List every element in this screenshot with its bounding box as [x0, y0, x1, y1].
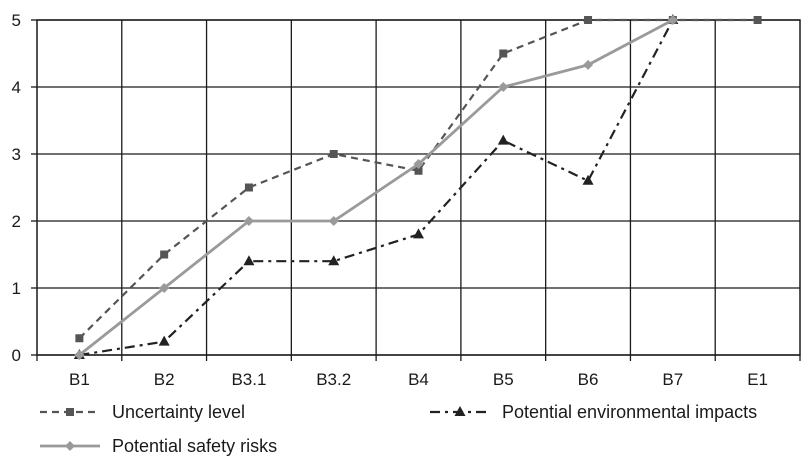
series-line	[78, 18, 674, 357]
data-point	[328, 216, 339, 226]
data-point	[413, 228, 424, 239]
legend-marker	[66, 408, 74, 416]
data-point	[584, 16, 593, 24]
legend-marker	[65, 441, 75, 451]
legend-item: Potential environmental impacts	[430, 402, 757, 422]
legend-label: Uncertainty level	[112, 402, 245, 422]
x-tick-label: B4	[408, 370, 429, 389]
data-point	[414, 166, 423, 175]
data-point	[667, 15, 678, 25]
y-tick-label: 1	[12, 279, 21, 298]
data-point	[413, 159, 424, 170]
x-tick-label: E1	[747, 370, 768, 389]
data-point	[583, 59, 594, 70]
series-uncertainty-level	[75, 16, 762, 343]
data-point	[158, 335, 170, 346]
data-point	[499, 49, 508, 58]
y-tick-label: 0	[12, 346, 21, 365]
data-point	[328, 255, 340, 266]
chart-legend: Uncertainty level Potential environmental…	[40, 402, 757, 456]
chart-series	[73, 14, 762, 360]
x-tick-label: B3.1	[231, 370, 266, 389]
series-potential-safety-risks	[74, 15, 678, 360]
data-point	[498, 82, 509, 92]
x-tick-label: B5	[493, 370, 514, 389]
data-point	[159, 283, 170, 293]
data-point	[582, 174, 594, 185]
y-tick-label: 4	[12, 78, 21, 97]
x-tick-label: B2	[154, 370, 175, 389]
x-tick-label: B7	[662, 370, 683, 389]
y-axis-ticks: 0 1 2 3 4 5	[12, 11, 21, 365]
x-tick-label: B3.2	[316, 370, 351, 389]
data-point	[160, 250, 169, 259]
y-tick-label: 2	[12, 212, 21, 231]
data-point	[243, 216, 254, 226]
legend-label: Potential environmental impacts	[502, 402, 757, 422]
legend-label: Potential safety risks	[112, 436, 277, 456]
x-tick-label: B1	[69, 370, 90, 389]
chart-grid	[31, 19, 801, 361]
data-point	[244, 183, 253, 192]
data-point	[75, 334, 84, 343]
data-point	[243, 255, 255, 266]
x-axis-ticks: B1 B2 B3.1 B3.2 B4 B5 B6 B7 E1	[69, 370, 768, 389]
y-tick-label: 5	[12, 11, 21, 30]
data-point	[753, 16, 762, 24]
data-point	[329, 150, 338, 158]
series-line	[79, 19, 674, 357]
x-tick-label: B6	[578, 370, 599, 389]
y-tick-label: 3	[12, 145, 21, 164]
data-point	[74, 350, 85, 360]
series-line	[78, 18, 758, 340]
legend-item: Potential safety risks	[40, 436, 277, 456]
plot-frame	[36, 19, 801, 356]
legend-item: Uncertainty level	[40, 402, 245, 422]
legend-marker	[454, 406, 466, 416]
data-point	[497, 134, 509, 145]
